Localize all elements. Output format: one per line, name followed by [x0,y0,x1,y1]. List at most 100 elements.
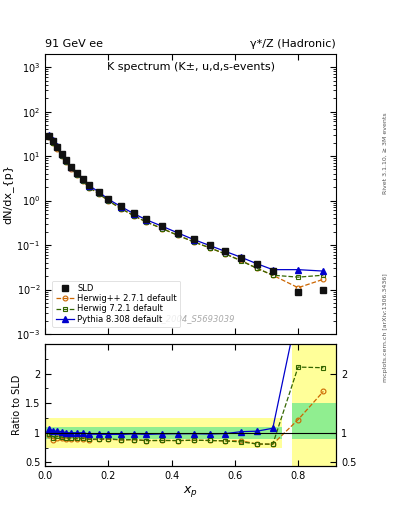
Text: 91 GeV ee: 91 GeV ee [45,38,103,49]
Herwig++ 2.7.1 default [74,172,79,178]
SLD [55,144,60,150]
Herwig++ 2.7.1 default [106,198,111,204]
Herwig++ 2.7.1 default [64,159,69,165]
Text: SLD_2004_S5693039: SLD_2004_S5693039 [146,314,235,323]
Y-axis label: Ratio to SLD: Ratio to SLD [12,375,22,435]
Pythia 8.308 default [176,230,180,236]
Pythia 8.308 default [55,143,60,150]
Pythia 8.308 default [74,170,79,176]
Herwig++ 2.7.1 default [270,272,275,279]
Text: mcplots.cern.ch [arXiv:1306.3436]: mcplots.cern.ch [arXiv:1306.3436] [383,273,388,382]
Herwig 7.2.1 default [81,178,86,184]
X-axis label: $x_{p}$: $x_{p}$ [183,483,198,499]
Pythia 8.308 default [119,204,123,210]
SLD [207,242,212,248]
SLD [69,163,74,169]
Herwig++ 2.7.1 default [296,285,300,291]
Herwig 7.2.1 default [51,140,55,146]
Herwig 7.2.1 default [74,172,79,178]
Herwig 7.2.1 default [131,212,136,219]
SLD [87,182,92,188]
SLD [74,170,79,176]
Herwig 7.2.1 default [270,272,275,279]
Herwig++ 2.7.1 default [81,178,86,184]
Herwig++ 2.7.1 default [207,245,212,251]
Pythia 8.308 default [106,196,111,202]
SLD [321,287,326,293]
SLD [59,151,64,157]
Text: γ*/Z (Hadronic): γ*/Z (Hadronic) [250,38,336,49]
Herwig 7.2.1 default [160,225,165,231]
Pythia 8.308 default [160,223,165,229]
Herwig++ 2.7.1 default [160,225,165,231]
Pythia 8.308 default [191,237,196,243]
SLD [296,288,300,294]
SLD [106,196,111,202]
Pythia 8.308 default [270,267,275,273]
Herwig++ 2.7.1 default [51,140,55,146]
SLD [160,223,165,229]
SLD [64,157,69,163]
Herwig++ 2.7.1 default [59,153,64,159]
SLD [255,261,259,267]
Herwig 7.2.1 default [47,134,51,140]
SLD [223,248,228,254]
Pythia 8.308 default [255,261,259,267]
Herwig++ 2.7.1 default [144,219,149,225]
SLD [191,236,196,242]
SLD [131,210,136,216]
Pythia 8.308 default [97,189,101,195]
Y-axis label: dN/dx_{p}: dN/dx_{p} [3,164,14,224]
Herwig++ 2.7.1 default [255,265,259,271]
Pythia 8.308 default [207,242,212,248]
Herwig++ 2.7.1 default [55,146,60,152]
Pythia 8.308 default [223,248,228,254]
Herwig 7.2.1 default [106,198,111,204]
SLD [97,188,101,195]
Pythia 8.308 default [69,163,74,169]
SLD [176,229,180,236]
Herwig 7.2.1 default [119,205,123,211]
Herwig++ 2.7.1 default [97,191,101,197]
Text: Rivet 3.1.10, ≥ 3M events: Rivet 3.1.10, ≥ 3M events [383,113,388,195]
Herwig 7.2.1 default [176,232,180,239]
Line: Pythia 8.308 default: Pythia 8.308 default [46,132,326,274]
Herwig++ 2.7.1 default [321,276,326,282]
Text: K spectrum (K±, u,d,s-events): K spectrum (K±, u,d,s-events) [107,62,275,72]
SLD [119,203,123,209]
Legend: SLD, Herwig++ 2.7.1 default, Herwig 7.2.1 default, Pythia 8.308 default: SLD, Herwig++ 2.7.1 default, Herwig 7.2.… [52,281,180,327]
Herwig++ 2.7.1 default [69,166,74,172]
Pythia 8.308 default [59,151,64,157]
Herwig 7.2.1 default [97,190,101,197]
Pythia 8.308 default [47,132,51,138]
Herwig 7.2.1 default [55,145,60,152]
Herwig 7.2.1 default [69,165,74,172]
SLD [270,268,275,274]
Line: SLD: SLD [46,133,327,295]
Herwig 7.2.1 default [64,159,69,165]
Pythia 8.308 default [131,210,136,217]
Pythia 8.308 default [296,267,300,273]
Herwig 7.2.1 default [321,272,326,279]
Pythia 8.308 default [64,157,69,163]
Herwig++ 2.7.1 default [223,251,228,257]
SLD [81,176,86,182]
Herwig 7.2.1 default [255,265,259,271]
Herwig 7.2.1 default [239,258,244,264]
SLD [47,133,51,139]
Line: Herwig++ 2.7.1 default: Herwig++ 2.7.1 default [46,135,326,290]
Herwig++ 2.7.1 default [47,134,51,140]
Pythia 8.308 default [144,217,149,223]
Herwig 7.2.1 default [144,219,149,225]
Herwig 7.2.1 default [59,153,64,159]
SLD [51,138,55,144]
SLD [144,216,149,222]
Pythia 8.308 default [81,176,86,182]
Pythia 8.308 default [321,268,326,274]
Herwig 7.2.1 default [207,245,212,251]
Herwig++ 2.7.1 default [131,212,136,219]
Line: Herwig 7.2.1 default: Herwig 7.2.1 default [46,134,326,280]
Herwig++ 2.7.1 default [191,239,196,245]
Pythia 8.308 default [239,254,244,261]
Pythia 8.308 default [87,183,92,189]
